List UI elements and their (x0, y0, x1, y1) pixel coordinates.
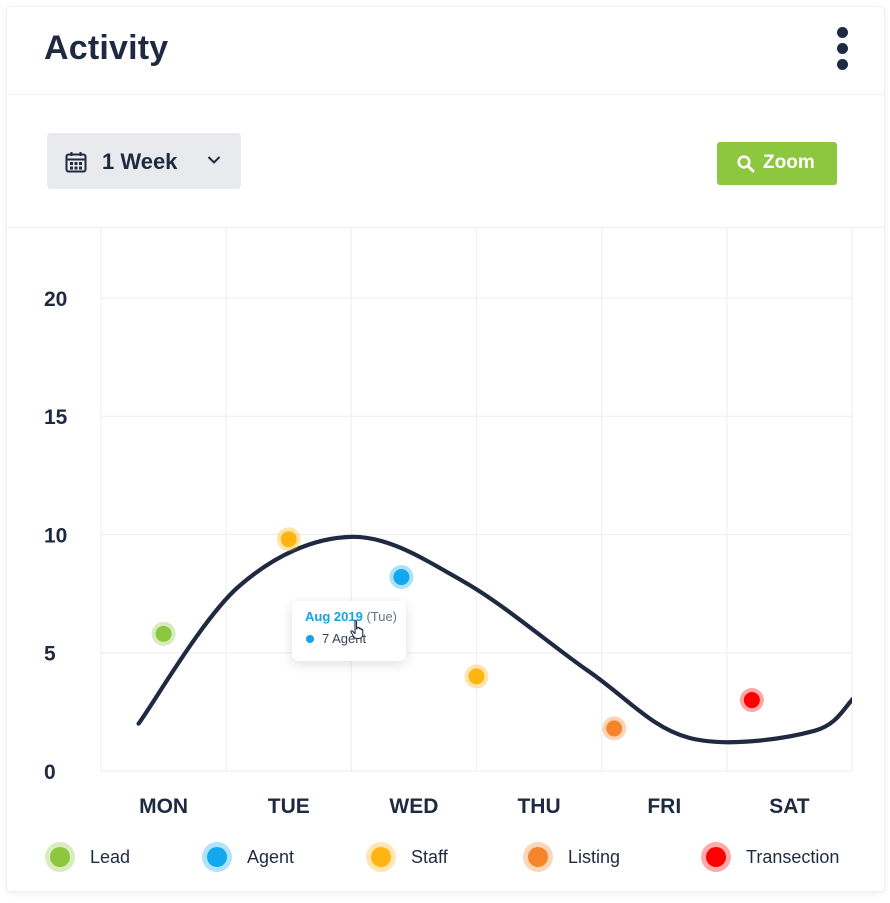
chart-tooltip: Aug 2019 (Tue) 7 Agent (292, 601, 406, 661)
data-point-listing (606, 720, 623, 737)
y-tick-label: 5 (44, 643, 56, 666)
x-tick-label: THU (517, 795, 560, 818)
legend-label: Listing (568, 847, 621, 867)
tooltip-date: Aug 2019 (305, 609, 363, 624)
calendar-icon (65, 152, 87, 173)
data-point-transection (743, 692, 760, 709)
legend-swatch (523, 842, 553, 872)
x-tick-label: FRI (647, 795, 681, 818)
y-tick-label: 15 (44, 406, 68, 429)
data-point-staff (468, 668, 485, 685)
hand-cursor-icon (350, 620, 364, 640)
data-point-staff (280, 531, 297, 548)
x-tick-label: WED (389, 795, 438, 818)
legend-swatch (202, 842, 232, 872)
more-options-icon[interactable] (834, 27, 850, 71)
legend-swatch (366, 842, 396, 872)
y-tick-label: 10 (44, 524, 67, 547)
search-icon (737, 155, 755, 173)
y-tick-label: 20 (44, 288, 67, 311)
range-select[interactable]: 1 Week (47, 133, 241, 189)
legend-swatch (45, 842, 75, 872)
range-select-label: 1 Week (102, 149, 178, 174)
x-tick-label: TUE (268, 795, 310, 818)
card-title: Activity (44, 29, 169, 67)
x-tick-label: SAT (769, 795, 810, 818)
activity-card: Activity 1 Week Zoom (6, 6, 885, 892)
legend-label: Transection (746, 847, 840, 867)
legend-label: Staff (411, 847, 448, 867)
data-point-agent (393, 569, 410, 586)
data-point-lead (155, 625, 172, 642)
chart-toolbar: 1 Week Zoom (7, 95, 884, 228)
zoom-button[interactable]: Zoom (717, 142, 837, 185)
zoom-button-label: Zoom (763, 152, 815, 173)
legend-label: Agent (247, 847, 295, 867)
chevron-down-icon (207, 156, 221, 164)
legend-swatch (701, 842, 731, 872)
tooltip-series-dot (306, 635, 314, 643)
legend-label: Lead (90, 847, 131, 867)
activity-series-line (136, 534, 852, 745)
card-header: Activity (7, 7, 884, 95)
tooltip-day: (Tue) (366, 609, 398, 624)
x-tick-label: MON (139, 795, 188, 818)
y-tick-label: 0 (44, 761, 56, 784)
